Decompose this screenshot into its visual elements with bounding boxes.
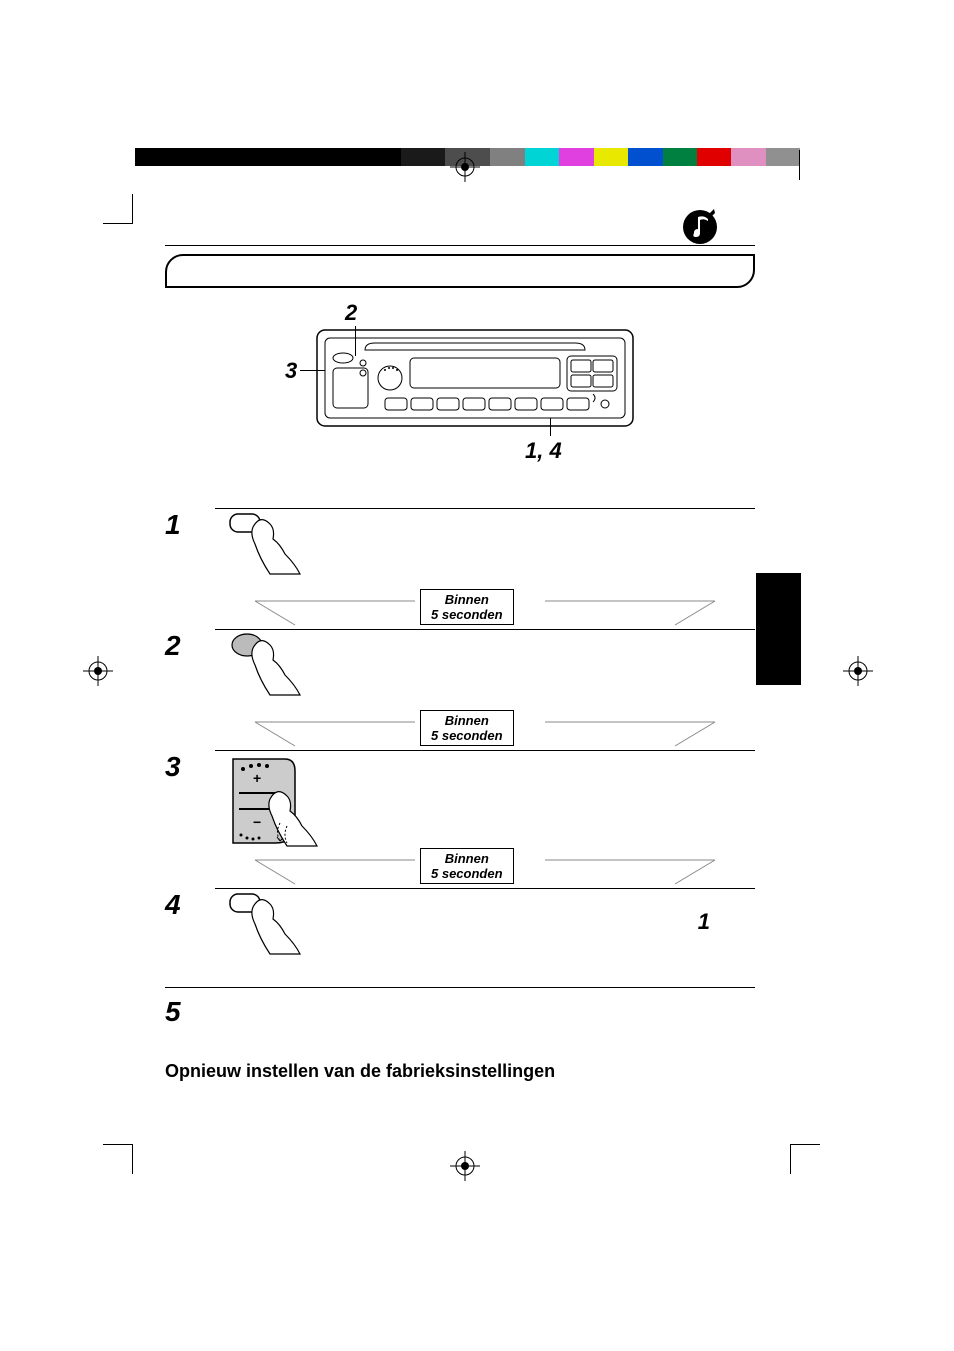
press-hand-icon (225, 630, 315, 700)
step-number: 2 (165, 630, 181, 662)
within-tag: Binnen 5 seconden (420, 848, 514, 884)
car-stereo-illustration (315, 328, 635, 438)
color-bar-color (525, 148, 800, 166)
press-hand-icon (225, 509, 315, 579)
within-tag: Binnen 5 seconden (420, 589, 514, 625)
step-number: 1 (165, 509, 181, 541)
side-tab (756, 573, 801, 685)
device-diagram: 2 3 1, 4 (165, 308, 755, 508)
callout-2: 2 (345, 300, 357, 326)
step-3: 3 + − (165, 751, 755, 856)
within-line1: Binnen (431, 851, 503, 866)
registration-mark-icon (843, 656, 873, 686)
step-5: 5 (165, 996, 755, 1036)
registration-mark-icon (83, 656, 113, 686)
step-1: 1 (165, 509, 755, 597)
within-line2: 5 seconden (431, 607, 503, 622)
step-number: 3 (165, 751, 181, 783)
within-line1: Binnen (431, 713, 503, 728)
crop-mark (103, 1144, 133, 1174)
music-note-icon (680, 207, 720, 247)
page-content: 2 3 1, 4 (165, 205, 755, 1082)
within-line2: 5 seconden (431, 728, 503, 743)
svg-text:−: − (253, 814, 261, 830)
svg-text:+: + (253, 770, 261, 786)
crop-mark (799, 150, 805, 180)
crop-mark (790, 1144, 820, 1174)
step-number: 5 (165, 996, 181, 1028)
press-hand-icon (225, 889, 315, 959)
section-title: Opnieuw instellen van de fabrieksinstell… (165, 1061, 755, 1082)
step-4: 4 1 (165, 889, 755, 977)
within-line2: 5 seconden (431, 866, 503, 881)
registration-mark-icon (450, 1151, 480, 1181)
callout-3: 3 (285, 358, 297, 384)
callout-1-4: 1, 4 (525, 438, 562, 464)
step-2: 2 (165, 630, 755, 718)
volume-hand-icon: + − (225, 751, 345, 851)
divider (165, 987, 755, 988)
within-tag: Binnen 5 seconden (420, 710, 514, 746)
registration-mark-icon (450, 152, 480, 182)
within-line1: Binnen (431, 592, 503, 607)
header-rule (165, 245, 755, 246)
step-ref: 1 (698, 909, 710, 935)
crop-mark (103, 194, 133, 224)
step-number: 4 (165, 889, 181, 921)
title-box (165, 254, 755, 288)
